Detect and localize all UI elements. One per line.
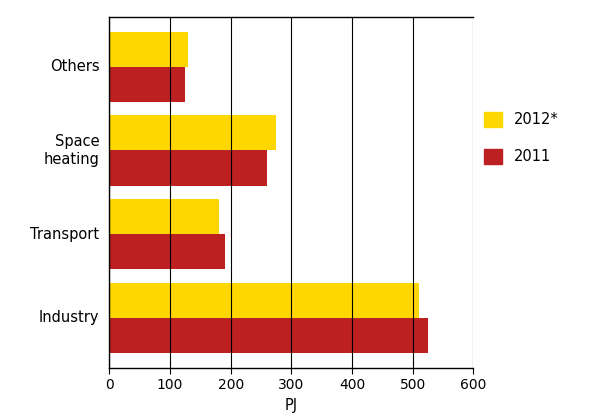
Bar (109, 150, 267, 186)
Legend: 2012*, 2011: 2012*, 2011 (484, 112, 558, 164)
Bar (109, 199, 219, 234)
Bar (109, 283, 419, 318)
Bar (109, 318, 428, 353)
Bar (109, 67, 185, 102)
X-axis label: PJ: PJ (285, 398, 298, 413)
Bar (109, 32, 188, 67)
Bar (109, 234, 225, 269)
Bar (109, 115, 276, 150)
